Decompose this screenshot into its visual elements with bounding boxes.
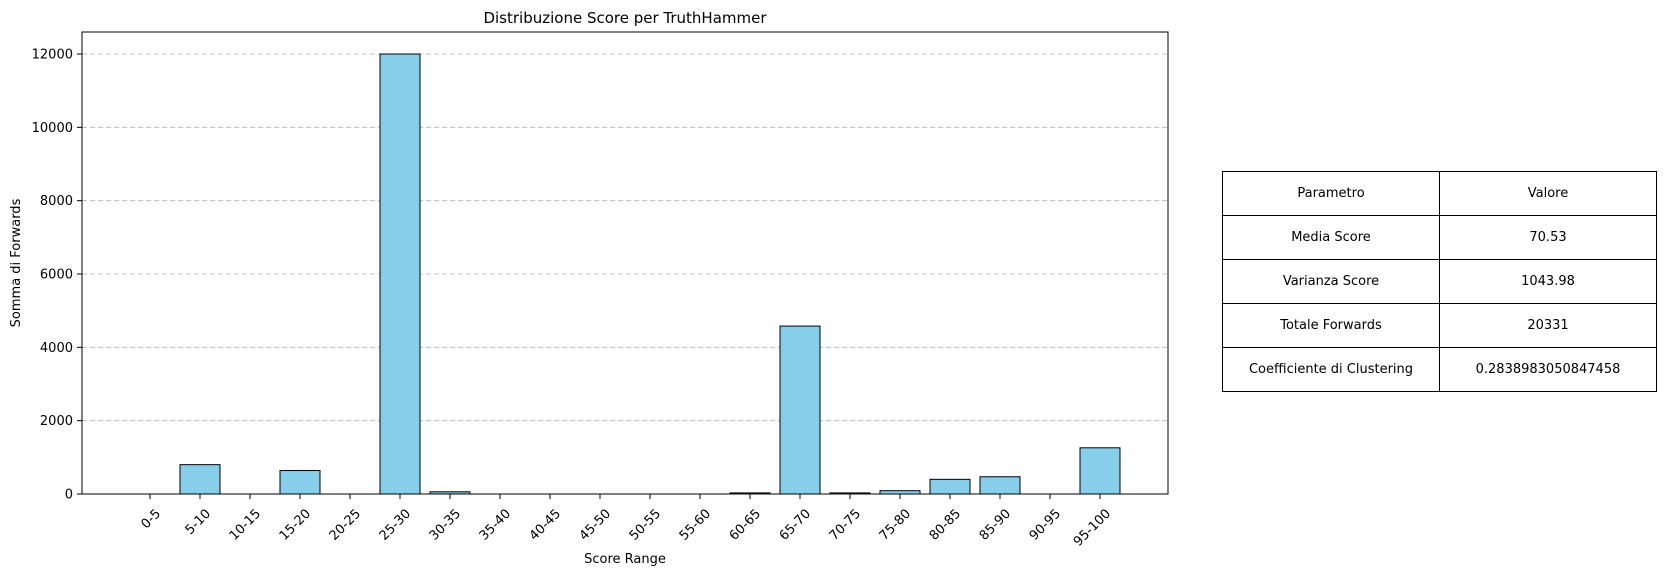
x-tick-label: 70-75 (827, 506, 864, 543)
x-tick-label: 55-60 (677, 506, 714, 543)
y-axis-label: Somma di Forwards (9, 198, 24, 327)
y-tick-label: 10000 (32, 121, 73, 136)
x-tick-label: 15-20 (277, 506, 314, 543)
table-cell: Coefficiente di Clustering (1222, 347, 1440, 392)
bar (929, 478, 971, 495)
x-ticks: 0-5 5-10 10-15 15-20 20-25 25-30 30-35 35-40 40-… (138, 494, 1114, 550)
table-header-cell: Parametro (1222, 171, 1440, 216)
x-tick-label: 25-30 (377, 506, 414, 543)
table-cell: 70.53 (1439, 215, 1657, 260)
table-cell: 0.2838983050847458 (1439, 347, 1657, 392)
table-cell: 20331 (1439, 303, 1657, 348)
table-row: Media Score 70.53 (1222, 215, 1657, 260)
x-tick-label: 95-100 (1071, 506, 1114, 549)
y-tick-label: 6000 (40, 268, 73, 283)
table-cell: Totale Forwards (1222, 303, 1440, 348)
x-tick-label: 30-35 (427, 506, 464, 543)
x-axis-label: Score Range (584, 552, 666, 567)
x-tick-label: 85-90 (977, 506, 1014, 543)
table-row: Totale Forwards 20331 (1222, 303, 1657, 348)
bar (979, 476, 1021, 495)
table-header-cell: Valore (1439, 171, 1657, 216)
bar (1079, 447, 1121, 495)
x-tick-label: 20-25 (327, 506, 364, 543)
x-tick-label: 75-80 (877, 506, 914, 543)
x-tick-label: 60-65 (727, 506, 764, 543)
table-header-row: Parametro Valore (1222, 171, 1657, 216)
y-tick-label: 2000 (40, 414, 73, 429)
y-tick-label: 4000 (40, 341, 73, 356)
x-tick-label: 50-55 (627, 506, 664, 543)
table-cell: Media Score (1222, 215, 1440, 260)
table-row: Coefficiente di Clustering 0.28389830508… (1222, 347, 1657, 392)
x-tick-label: 40-45 (527, 506, 564, 543)
x-tick-label: 90-95 (1027, 506, 1064, 543)
table-cell: 1043.98 (1439, 259, 1657, 304)
x-tick-label: 65-70 (777, 506, 814, 543)
chart-title: Distribuzione Score per TruthHammer (483, 9, 767, 27)
x-tick-label: 35-40 (477, 506, 514, 543)
grid-lines (82, 53, 1168, 495)
bars (179, 53, 1121, 495)
x-tick-label: 0-5 (138, 506, 164, 532)
y-tick-label: 8000 (40, 194, 73, 209)
x-tick-label: 45-50 (577, 506, 614, 543)
table-cell: Varianza Score (1222, 259, 1440, 304)
x-tick-label: 10-15 (227, 506, 264, 543)
bar (379, 53, 421, 495)
x-tick-label: 80-85 (927, 506, 964, 543)
y-tick-label: 12000 (32, 48, 73, 63)
table-row: Varianza Score 1043.98 (1222, 259, 1657, 304)
y-ticks: 0 2000 4000 6000 8000 10000 12000 (32, 48, 82, 503)
x-tick-label: 5-10 (183, 506, 214, 537)
y-tick-label: 0 (65, 488, 73, 503)
stats-table: Parametro Valore Media Score 70.53 Varia… (1222, 171, 1657, 392)
bar (279, 470, 321, 495)
plot-frame (81, 31, 1169, 495)
bar (779, 325, 821, 495)
bar (179, 464, 221, 495)
